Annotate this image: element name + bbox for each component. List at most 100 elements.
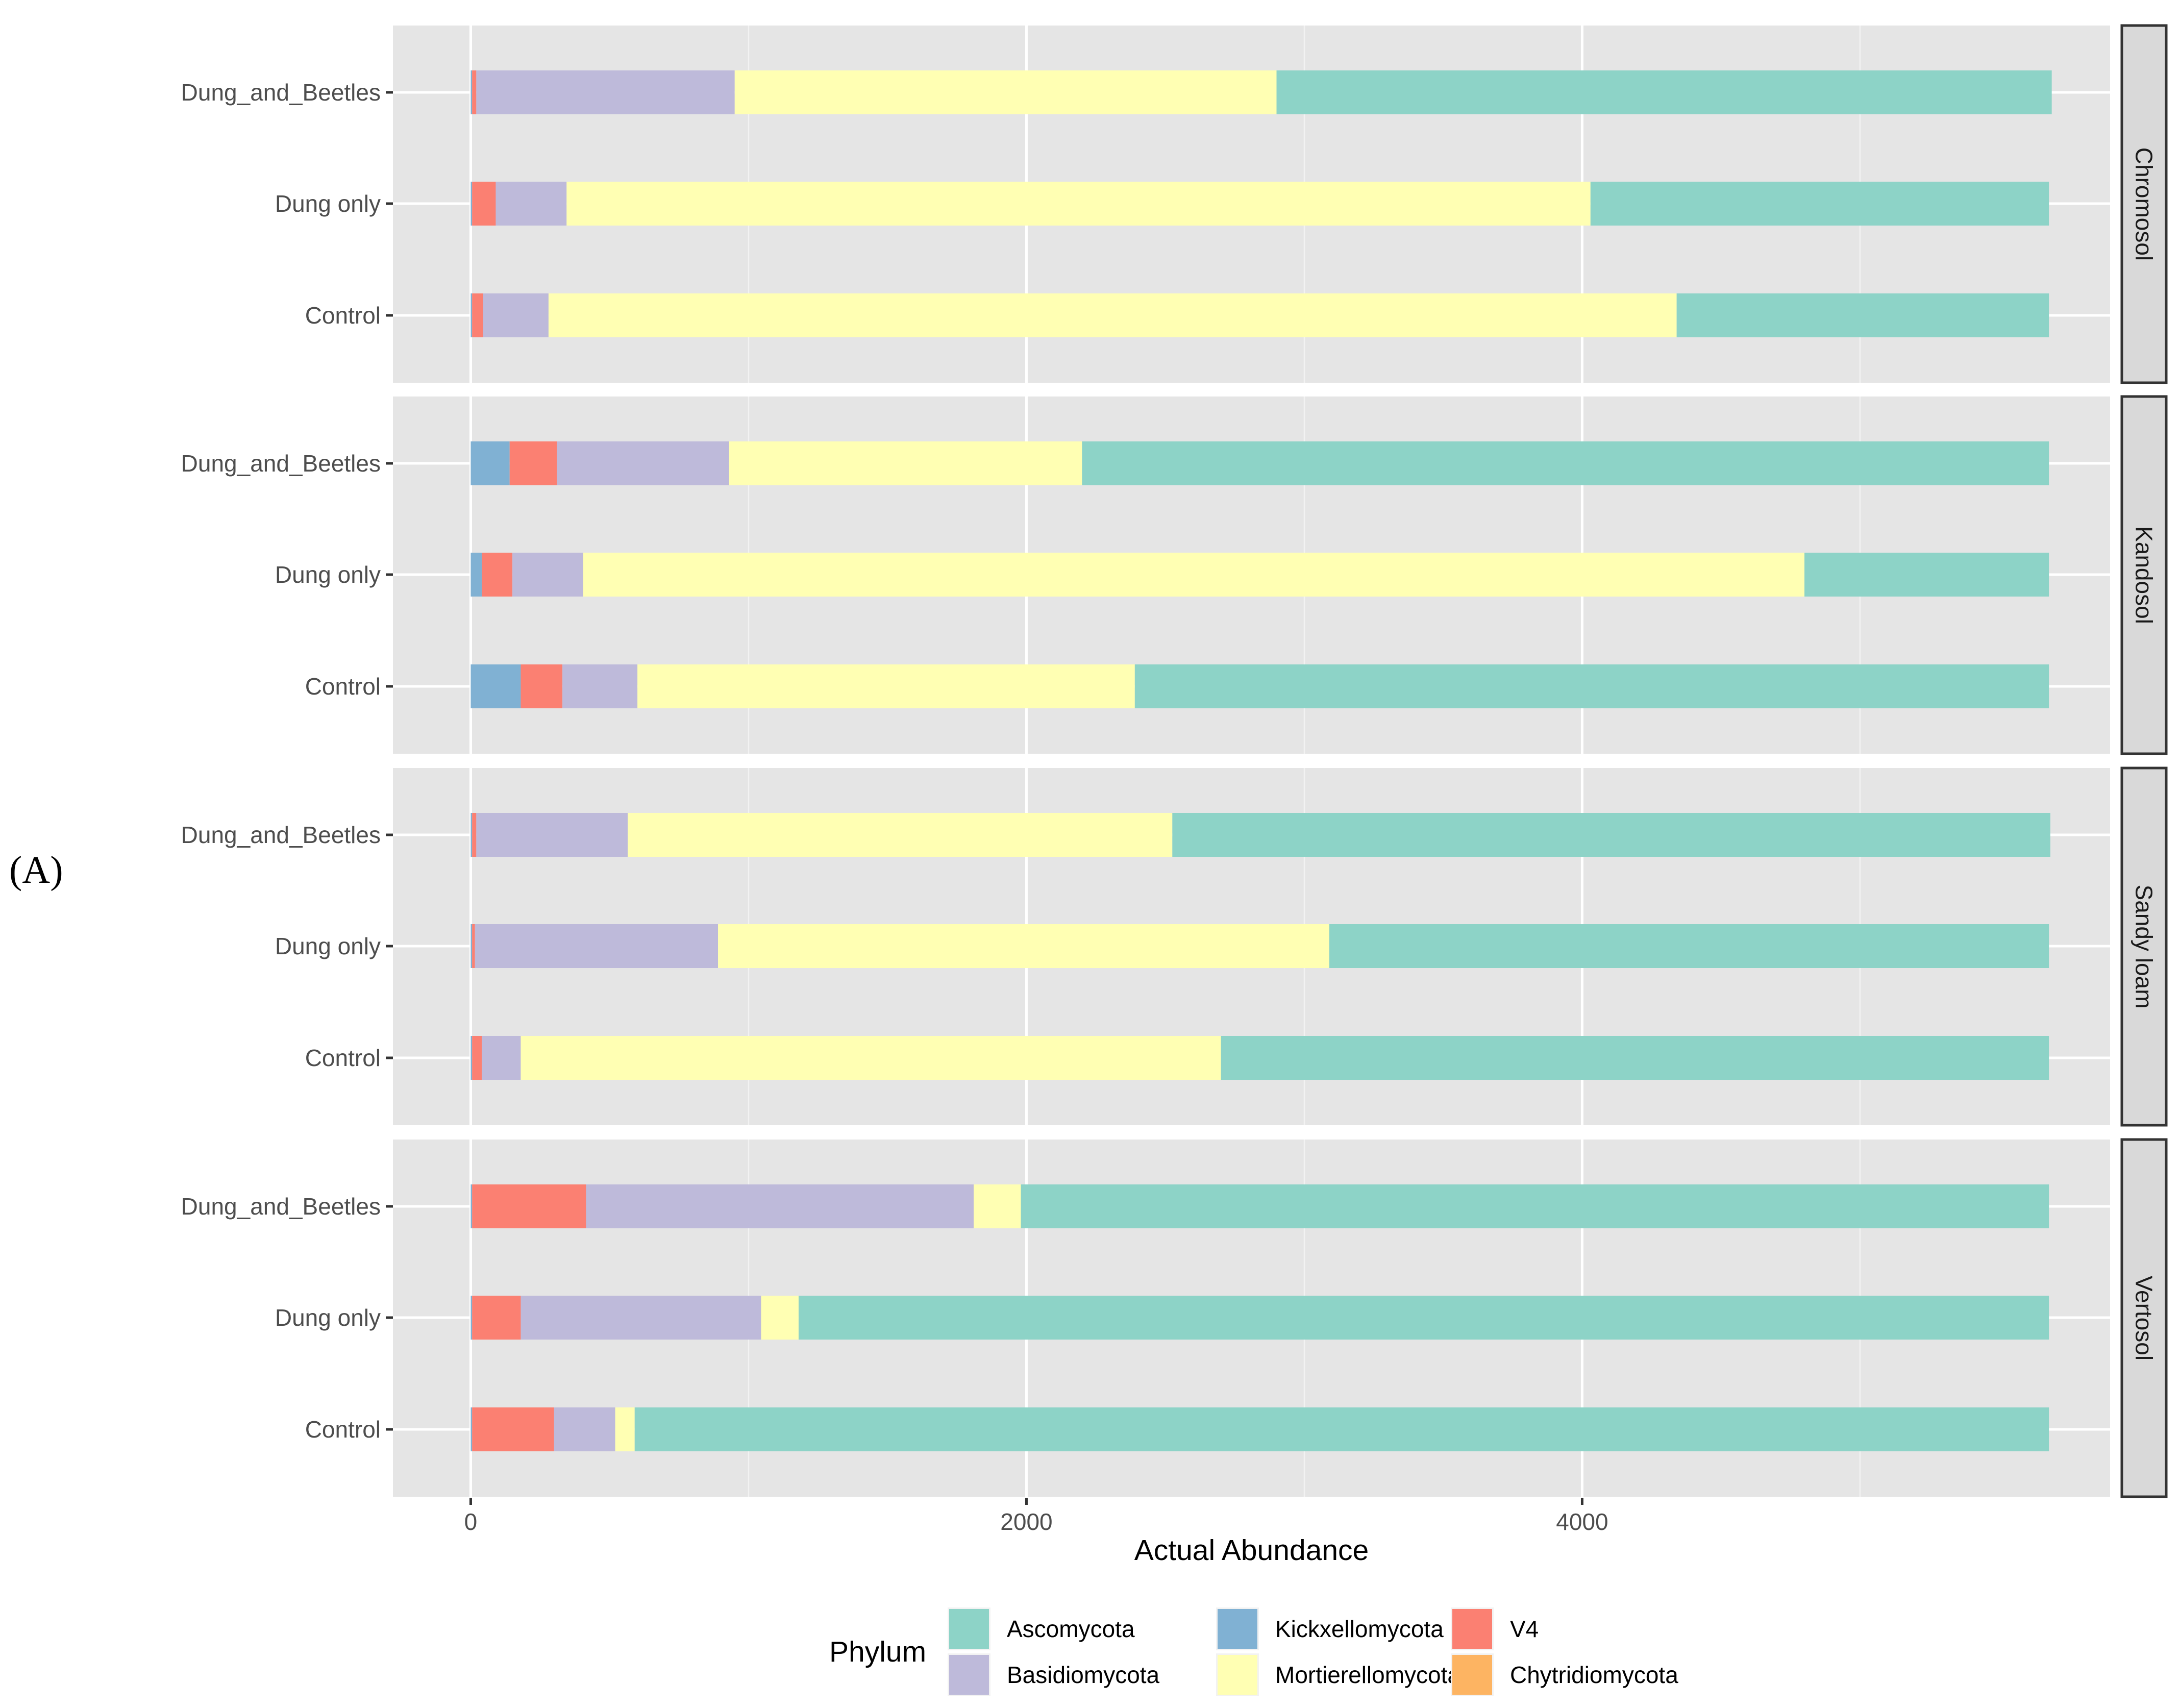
bar-row [470, 1036, 2049, 1080]
bar-segment-ascomycota [1082, 441, 2049, 485]
bar-segment-mortierellomycota [729, 441, 1082, 485]
bar-segment-v4 [509, 441, 557, 485]
bar-segment-mortierellomycota [974, 1184, 1021, 1228]
bar-row [470, 70, 2052, 114]
legend-label: V4 [1510, 1616, 1539, 1642]
bar-segment-mortierellomycota [566, 182, 1591, 226]
legend-key [1218, 1609, 1257, 1649]
legend-key [1452, 1655, 1492, 1695]
legend-key [1218, 1655, 1257, 1695]
bar-segment-ascomycota [1134, 664, 2049, 708]
x-axis-label: Actual Abundance [1134, 1534, 1369, 1567]
bar-segment-v4 [482, 553, 513, 597]
y-tick-label: Dung_and_Beetles [181, 450, 381, 477]
bar-segment-kickxellomycota [470, 70, 473, 114]
bar-segment-ascomycota [1276, 70, 2052, 114]
facet-strip [2120, 1138, 2168, 1498]
bar-segment-v4 [472, 1407, 554, 1451]
legend-label: Basidiomycota [1007, 1662, 1160, 1688]
x-axis: 0 2000 4000 [464, 1498, 1608, 1535]
legend-item-chytridiomycota: Chytridiomycota [1451, 1653, 1678, 1696]
legend-label: Chytridiomycota [1510, 1662, 1678, 1688]
facet-vertosol: Dung_and_Beetles Dung only Control Vertosol [181, 1138, 2168, 1498]
bar-segment-ascomycota [1172, 813, 2050, 857]
bar-segment-v4 [472, 924, 475, 968]
figure-label: (A) [9, 849, 63, 892]
bar-segment-kickxellomycota [470, 813, 473, 857]
bar-segment-basidiomycota [483, 293, 549, 337]
y-tick-label: Dung_and_Beetles [181, 79, 381, 106]
legend-item-mortierellomycota: Mortierellomycota [1216, 1653, 1460, 1696]
bar-segment-kickxellomycota [470, 441, 510, 485]
facet-strip [2120, 395, 2168, 755]
facet-strip [2120, 24, 2168, 384]
bar-segment-basidiomycota [554, 1407, 615, 1451]
bar-segment-basidiomycota [562, 664, 638, 708]
legend-item-v4: V4 [1451, 1607, 1539, 1650]
bar-segment-basidiomycota [496, 182, 567, 226]
legend-key [1452, 1609, 1492, 1649]
bar-segment-kickxellomycota [470, 182, 473, 226]
facet-sandy-loam: Dung_and_Beetles Dung only Control Sandy lo… [181, 766, 2168, 1127]
facet-panels: Dung_and_Beetles Dung only Control Chromoso… [181, 24, 2168, 1498]
bar-segment-mortierellomycota [615, 1407, 635, 1451]
facet-kandosol: Dung_and_Beetles Dung only Control Kandosol [181, 395, 2168, 755]
bar-segment-kickxellomycota [470, 1184, 473, 1228]
facet-strip-label: Kandosol [2131, 526, 2158, 624]
legend-item-kickxellomycota: Kickxellomycota [1216, 1607, 1444, 1650]
bar-segment-basidiomycota [521, 1296, 761, 1340]
x-tick-label: 0 [464, 1508, 478, 1535]
bar-segment-mortierellomycota [548, 293, 1677, 337]
bar-segment-ascomycota [1021, 1184, 2049, 1228]
y-tick-label: Control [305, 302, 381, 329]
bar-segment-mortierellomycota [734, 70, 1277, 114]
x-tick-label: 4000 [1556, 1508, 1608, 1535]
bar-segment-mortierellomycota [761, 1296, 799, 1340]
bar-segment-v4 [472, 182, 496, 226]
y-tick-label: Dung only [275, 933, 381, 959]
bar-segment-mortierellomycota [637, 664, 1135, 708]
bar-segment-ascomycota [1329, 924, 2049, 968]
bar-row [470, 1407, 2049, 1451]
bar-segment-v4 [472, 1184, 586, 1228]
bar-row [470, 813, 2050, 857]
bar-segment-kickxellomycota [470, 553, 482, 597]
bar-segment-kickxellomycota [470, 1036, 473, 1080]
y-tick-label: Dung only [275, 1304, 381, 1331]
bar-segment-mortierellomycota [628, 813, 1173, 857]
bar-segment-ascomycota [1221, 1036, 2049, 1080]
bar-segment-mortierellomycota [521, 1036, 1221, 1080]
facet-strip-label: Sandy loam [2131, 885, 2158, 1009]
bar-row [470, 293, 2049, 337]
legend-item-basidiomycota: Basidiomycota [948, 1653, 1160, 1696]
bar-segment-basidiomycota [475, 924, 719, 968]
bar-segment-mortierellomycota [583, 553, 1805, 597]
bar-segment-kickxellomycota [470, 1296, 473, 1340]
y-tick-label: Dung_and_Beetles [181, 1193, 381, 1220]
y-tick-label: Control [305, 1416, 381, 1443]
y-tick-label: Dung_and_Beetles [181, 822, 381, 848]
facet-strip-label: Chromosol [2131, 147, 2158, 261]
bar-segment-kickxellomycota [470, 293, 473, 337]
y-tick-label: Control [305, 1045, 381, 1071]
facet-chromosol: Dung_and_Beetles Dung only Control Chromoso… [181, 24, 2168, 384]
bar-row [470, 1184, 2049, 1228]
facet-strip-label: Vertosol [2131, 1276, 2158, 1360]
bar-segment-mortierellomycota [718, 924, 1329, 968]
bar-segment-ascomycota [1804, 553, 2049, 597]
legend-label: Ascomycota [1007, 1616, 1135, 1642]
bar-segment-kickxellomycota [470, 1407, 473, 1451]
bar-segment-v4 [472, 1296, 521, 1340]
legend-label: Kickxellomycota [1275, 1616, 1444, 1642]
legend-key [949, 1655, 989, 1695]
legend: Phylum Ascomycota Basidiomycota Kickxellomy… [829, 1607, 1678, 1696]
y-tick-label: Control [305, 673, 381, 700]
bar-segment-basidiomycota [557, 441, 729, 485]
bar-segment-kickxellomycota [470, 924, 473, 968]
facet-strip [2120, 766, 2168, 1127]
bar-segment-basidiomycota [476, 70, 735, 114]
bar-row [470, 441, 2049, 485]
legend-title: Phylum [829, 1636, 926, 1668]
bar-segment-v4 [472, 293, 483, 337]
